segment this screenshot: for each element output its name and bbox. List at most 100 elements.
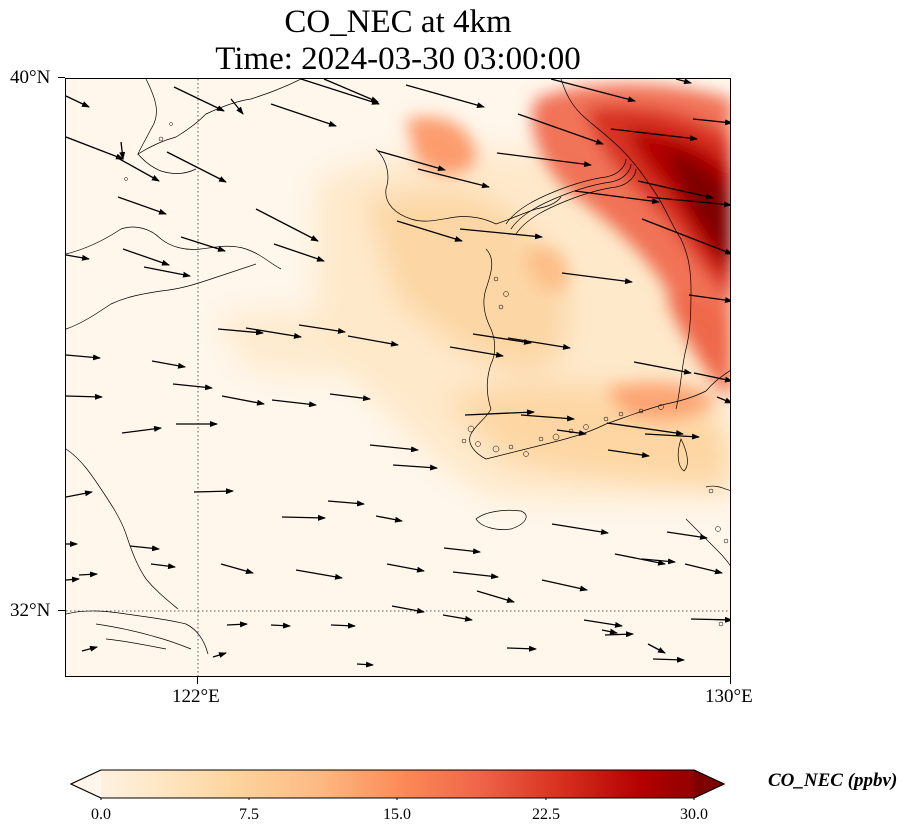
wind-arrow: [507, 337, 571, 350]
colorbar-graphic: [69, 769, 726, 802]
wind-arrow: [270, 103, 337, 127]
wind-arrow: [375, 515, 403, 523]
wind-arrow: [173, 86, 225, 112]
x-tick-130e: [730, 677, 731, 684]
wind-arrow: [652, 656, 685, 663]
wind-arrow: [690, 616, 730, 623]
wind-arrow: [66, 254, 90, 261]
wind-vectors: [66, 79, 730, 668]
x-tick-label-122e: 122°E: [172, 686, 220, 707]
wind-arrow: [212, 652, 227, 658]
wind-arrow: [271, 399, 317, 408]
wind-arrow: [692, 118, 730, 126]
concentration-field: [216, 84, 730, 500]
wind-arrow: [646, 196, 730, 208]
x-tick-122e: [197, 677, 198, 684]
wind-arrow: [66, 393, 103, 400]
wind-arrow: [122, 248, 170, 266]
wind-arrow: [329, 393, 371, 402]
wind-arrow: [396, 220, 463, 242]
wind-arrow: [688, 294, 730, 304]
y-tick-label-32n: 32°N: [10, 600, 51, 621]
wind-arrow: [143, 266, 191, 278]
wind-arrow: [574, 190, 660, 205]
wind-arrow: [561, 272, 633, 285]
colorbar-label: CO_NEC (ppbv): [768, 770, 898, 791]
wind-arrow: [386, 563, 425, 573]
wind-arrow: [541, 579, 588, 592]
wind-arrow: [443, 547, 481, 555]
wind-arrow: [614, 553, 666, 566]
wind-arrow: [66, 95, 90, 108]
wind-arrow: [520, 414, 575, 422]
wind-arrow: [693, 372, 730, 383]
colorbar: [69, 768, 726, 802]
wind-arrow: [217, 328, 264, 336]
wind-arrow: [459, 228, 543, 240]
wind-arrow: [604, 631, 634, 638]
wind-arrow: [327, 500, 365, 507]
wind-arrow: [442, 614, 473, 622]
wind-arrow: [66, 136, 124, 160]
colorbar-tick-0: 0.0: [91, 806, 111, 823]
wind-arrow: [119, 141, 126, 160]
wind-arrow: [298, 324, 346, 334]
wind-arrow: [506, 645, 537, 652]
wind-arrow: [449, 346, 504, 358]
coastlines: [66, 79, 730, 655]
colorbar-tick-3: 22.5: [532, 806, 560, 823]
wind-arrow: [230, 98, 244, 115]
wind-arrow: [633, 361, 692, 375]
wind-arrow: [476, 590, 515, 603]
wind-arrow: [405, 84, 485, 108]
wind-arrow: [226, 621, 248, 628]
wind-arrow: [637, 180, 714, 200]
wind-arrow: [66, 354, 101, 361]
wind-arrow: [583, 619, 623, 628]
wind-arrow: [129, 545, 160, 552]
wind-arrow: [180, 236, 226, 252]
gridlines: [66, 79, 730, 676]
wind-arrow: [472, 333, 532, 345]
wind-arrow: [517, 113, 604, 145]
wind-arrow: [675, 79, 692, 85]
wind-arrow: [245, 327, 302, 339]
wind-arrow: [281, 514, 326, 521]
wind-arrow: [273, 243, 325, 262]
wind-arrow: [121, 425, 162, 434]
wind-arrow: [607, 449, 650, 458]
map-panel: [65, 78, 731, 677]
wind-arrow: [78, 571, 98, 578]
wind-arrow: [193, 488, 234, 495]
wind-arrow: [377, 150, 446, 171]
wind-arrow: [464, 409, 535, 416]
wind-arrow: [330, 622, 356, 629]
wind-arrow: [641, 218, 730, 255]
wind-arrow: [150, 563, 176, 570]
x-tick-label-130e: 130°E: [705, 686, 753, 707]
wind-arrow: [452, 571, 499, 580]
wind-arrow: [369, 444, 419, 453]
wind-arrow: [666, 531, 708, 540]
wind-arrow: [644, 433, 700, 440]
wind-arrow: [115, 156, 160, 182]
wind-arrow: [391, 605, 425, 614]
y-tick-32n: [58, 610, 65, 611]
wind-arrow: [392, 464, 438, 471]
y-tick-label-40n: 40°N: [10, 67, 51, 88]
wind-arrow: [347, 335, 399, 347]
colorbar-tick-4: 30.0: [680, 806, 708, 823]
wind-arrow: [300, 79, 380, 105]
y-tick-40n: [58, 77, 65, 78]
wind-arrow: [496, 152, 592, 168]
chart-title-line-2: Time: 2024-03-30 03:00:00: [215, 41, 581, 77]
wind-arrow: [647, 643, 666, 654]
wind-arrow: [716, 396, 730, 404]
wind-arrow: [81, 645, 98, 652]
wind-arrow: [417, 168, 490, 189]
wind-arrow: [556, 429, 587, 437]
wind-arrow: [601, 628, 618, 635]
wind-arrow: [295, 569, 343, 580]
wind-arrow: [323, 79, 379, 103]
wind-arrow: [220, 563, 254, 574]
